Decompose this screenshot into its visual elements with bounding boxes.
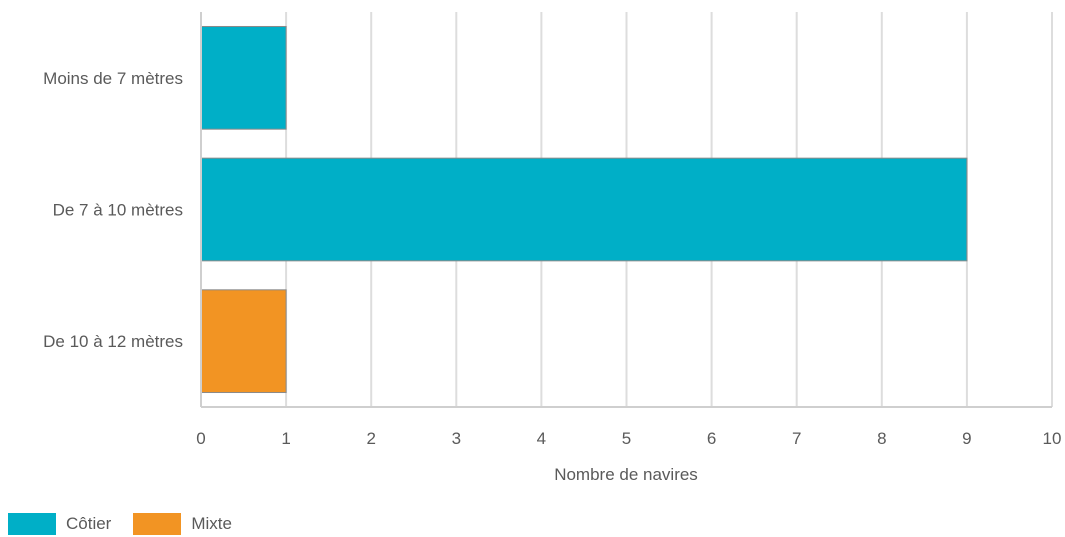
- x-axis-title: Nombre de navires: [554, 465, 698, 484]
- legend: Côtier Mixte: [8, 512, 254, 536]
- bar-mixte: [200, 289, 287, 394]
- x-tick-label: 3: [452, 429, 461, 448]
- legend-label-mixte: Mixte: [191, 514, 232, 533]
- x-tick-label: 4: [537, 429, 546, 448]
- legend-swatch-cotier: [8, 513, 56, 535]
- x-tick-label: 8: [877, 429, 886, 448]
- x-tick-label: 10: [1043, 429, 1062, 448]
- x-tick-labels: 0 1 2 3 4 5 6 7 8 9 10: [196, 429, 1061, 448]
- legend-label-cotier: Côtier: [66, 514, 112, 533]
- y-category-label: Moins de 7 mètres: [43, 69, 183, 88]
- category-labels: Moins de 7 mètres De 7 à 10 mètres De 10 à…: [43, 69, 183, 351]
- legend-swatch-mixte: [133, 513, 182, 535]
- bars: [200, 25, 968, 394]
- bar-cotier: [200, 25, 287, 130]
- x-tick-label: 5: [622, 429, 631, 448]
- y-category-label: De 7 à 10 mètres: [53, 201, 183, 220]
- legend-item-mixte: Mixte: [133, 513, 232, 535]
- x-tick-label: 7: [792, 429, 801, 448]
- x-tick-label: 0: [196, 429, 205, 448]
- x-tick-label: 9: [962, 429, 971, 448]
- axes: [200, 12, 1052, 408]
- bar-cotier: [200, 157, 968, 262]
- y-category-label: De 10 à 12 mètres: [43, 332, 183, 351]
- x-tick-label: 6: [707, 429, 716, 448]
- x-tick-label: 1: [281, 429, 290, 448]
- legend-item-cotier: Côtier: [8, 513, 111, 535]
- x-tick-label: 2: [366, 429, 375, 448]
